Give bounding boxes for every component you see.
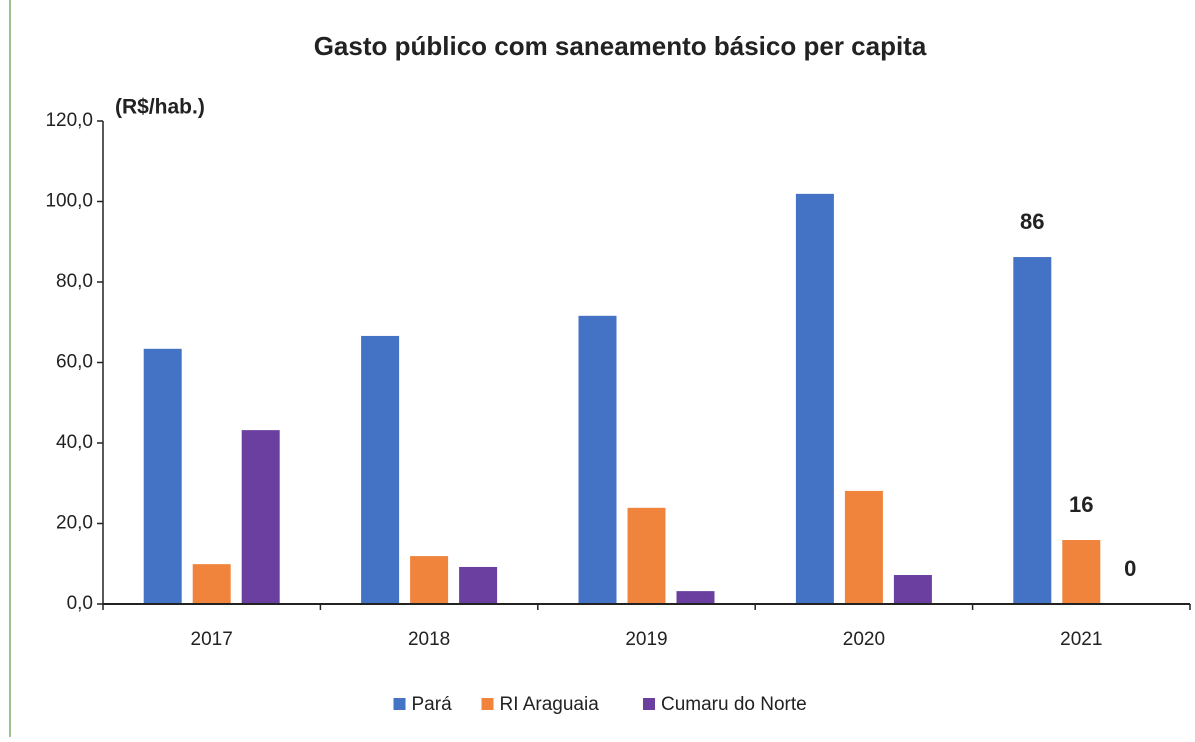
bar [893, 575, 932, 604]
data-label: 16 [1069, 492, 1093, 517]
y-axis-label: (R$/hab.) [115, 96, 205, 119]
y-tick-label: 60,0 [56, 352, 93, 373]
legend-label: RI Araguaia [500, 694, 600, 715]
bar [459, 566, 498, 604]
bar [578, 315, 617, 604]
bar [241, 430, 280, 604]
data-label: 0 [1124, 556, 1136, 581]
y-tick-label: 80,0 [56, 271, 93, 292]
bar [361, 335, 400, 604]
legend-swatch [643, 698, 655, 710]
legend-label: Pará [412, 694, 453, 715]
chart-title: Gasto público com saneamento básico per … [314, 31, 927, 61]
bar [1013, 257, 1052, 604]
bar [676, 591, 715, 604]
y-tick-label: 20,0 [56, 513, 93, 534]
bar [844, 490, 883, 604]
x-tick-label: 2020 [843, 629, 885, 650]
y-tick-label: 40,0 [56, 432, 93, 453]
legend-swatch [481, 698, 494, 710]
bar [795, 193, 834, 605]
bar [143, 348, 182, 604]
bar [410, 556, 449, 604]
x-tick-label: 2019 [625, 629, 667, 650]
x-tick-label: 2021 [1060, 629, 1102, 650]
data-label: 86 [1020, 209, 1044, 234]
legend-swatch [393, 698, 406, 710]
y-tick-label: 0,0 [67, 593, 93, 614]
bar [627, 507, 666, 604]
bar [1062, 540, 1101, 604]
y-tick-label: 120,0 [45, 110, 93, 131]
legend-label: Cumaru do Norte [661, 694, 807, 715]
y-tick-label: 100,0 [45, 191, 93, 212]
x-tick-label: 2018 [408, 629, 450, 650]
x-tick-label: 2017 [191, 629, 233, 650]
bar [192, 564, 231, 604]
